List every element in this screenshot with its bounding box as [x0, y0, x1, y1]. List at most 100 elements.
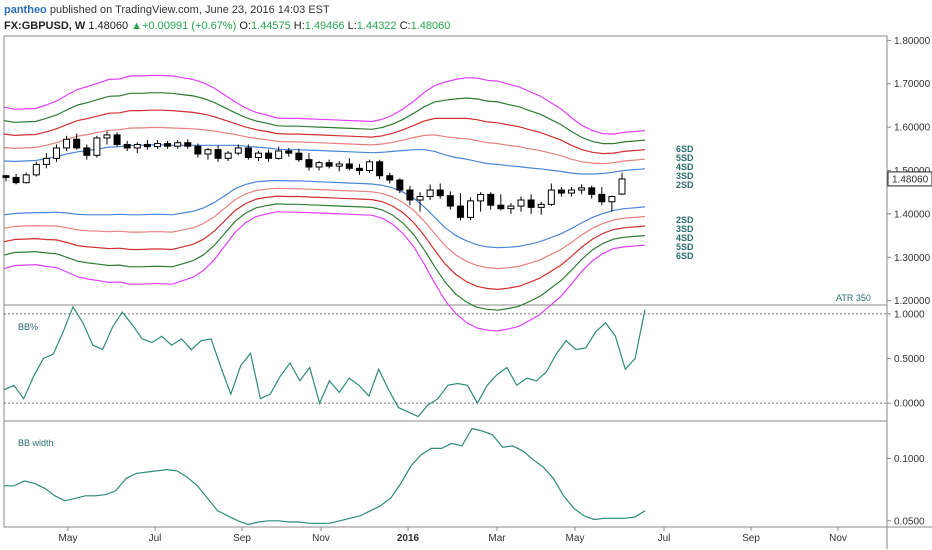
upper-band-label: 6SD	[676, 144, 694, 154]
candle-down	[345, 163, 353, 169]
candle-up	[366, 161, 374, 172]
candle-up	[537, 203, 545, 208]
bbwidth-axis-tick-label: 0.1000	[894, 454, 925, 465]
upper-4sd-band-line	[3, 109, 646, 155]
candle-down	[406, 189, 414, 201]
author-link[interactable]: pantheo	[4, 4, 47, 16]
candle-down	[325, 162, 333, 167]
candle-up	[315, 162, 323, 168]
candle-down	[487, 193, 495, 206]
candle-up	[204, 149, 212, 155]
bbpct-axis-tick-label: 1.0000	[894, 309, 925, 320]
candle-down	[164, 143, 172, 147]
atr-label: ATR 350	[836, 293, 871, 303]
low-label: L:	[347, 20, 357, 32]
candle-up	[234, 147, 242, 154]
open-value: 1.44575	[250, 20, 291, 32]
bbpct-axis-tick-label: 0.5000	[894, 354, 925, 365]
time-axis-tick-label: May	[566, 533, 585, 544]
candle-down	[456, 205, 464, 218]
time-axis-tick-label: 2016	[397, 533, 420, 544]
bbwidth-label: BB width	[18, 438, 54, 448]
lower-6sd-band-line	[3, 211, 646, 332]
upper-band-label: 2SD	[676, 180, 694, 190]
candle-down	[2, 175, 10, 178]
lower-4sd-band-line	[3, 195, 646, 291]
candle-up	[174, 142, 182, 147]
time-axis-tick-label: Nov	[829, 533, 847, 544]
price-axis-tick-label: 1.30000	[894, 253, 931, 264]
candle-up	[254, 152, 262, 158]
candle-down	[83, 147, 91, 156]
price-axis-tick-label: 1.40000	[894, 209, 931, 220]
candle-down	[588, 187, 596, 195]
publish-info: published on TradingView.com, June 23, 2…	[46, 4, 330, 16]
bbwidth-panel-frame	[3, 420, 888, 528]
candle-down	[214, 149, 222, 159]
candle-down	[113, 134, 121, 145]
close-value: 1.48060	[410, 20, 451, 32]
candle-down	[386, 175, 394, 181]
current-price-box	[887, 171, 932, 187]
candle-up	[467, 200, 475, 218]
up-arrow-icon: ▲	[131, 20, 143, 32]
lower-band-label: 4SD	[676, 233, 694, 243]
candle-up	[22, 174, 30, 184]
high-value: 1.49466	[304, 20, 345, 32]
candle-up	[42, 157, 50, 165]
candle-up	[52, 147, 60, 159]
candle-up	[568, 189, 576, 194]
candle-down	[396, 179, 404, 191]
candle-down	[436, 189, 444, 197]
price-axis-tick-label: 1.60000	[894, 123, 931, 134]
candle-up	[608, 196, 616, 203]
upper-2sd-band-line	[3, 144, 646, 175]
candle-down	[497, 204, 505, 210]
candle-up	[275, 150, 283, 159]
candle-up	[426, 189, 434, 198]
candle-down	[184, 142, 192, 147]
candle-up	[335, 163, 343, 167]
candle-down	[376, 161, 384, 177]
symbol-legend: FX:GBPUSD, W 1.48060 ▲+0.00991 (+0.67%) …	[4, 19, 450, 33]
candle-down	[123, 143, 131, 149]
candle-down	[285, 150, 293, 154]
lower-2sd-band-line	[3, 179, 646, 249]
bbpct-label: BB%	[18, 322, 38, 332]
current-price-label: 1.48060	[892, 174, 929, 185]
candle-up	[63, 138, 71, 149]
candle-down	[194, 145, 202, 155]
candle-up	[517, 199, 525, 207]
lower-band-label: 6SD	[676, 251, 694, 261]
candle-down	[527, 199, 535, 208]
candle-up	[103, 134, 111, 139]
candle-down	[305, 159, 313, 168]
upper-band-label: 5SD	[676, 153, 694, 163]
lower-band-label: 2SD	[676, 215, 694, 225]
open-label: O:	[239, 20, 251, 32]
candle-up	[416, 196, 424, 201]
price-change: +0.00991 (+0.67%)	[142, 20, 237, 32]
upper-5sd-band-line	[3, 92, 646, 145]
symbol-name[interactable]: FX:GBPUSD, W	[4, 20, 86, 32]
candle-up	[547, 189, 555, 205]
candle-down	[73, 138, 81, 149]
close-label: C:	[399, 20, 411, 32]
upper-band-label: 4SD	[676, 162, 694, 172]
candle-down	[295, 152, 303, 161]
lower-5sd-band-line	[3, 203, 646, 311]
candle-down	[244, 147, 252, 158]
bbwidth-axis-tick-label: 0.0500	[894, 516, 925, 527]
last-price: 1.48060	[88, 20, 129, 32]
publish-header: pantheo published on TradingView.com, Ju…	[4, 3, 330, 17]
time-axis-tick-label: Mar	[488, 533, 506, 544]
time-axis-tick-label: Sep	[742, 533, 760, 544]
candle-down	[265, 152, 273, 159]
time-axis-tick-label: May	[59, 533, 78, 544]
candle-up	[32, 163, 40, 176]
upper-3sd-band-line	[3, 126, 646, 165]
price-axis-tick-label: 1.70000	[894, 79, 931, 90]
price-axis-tick-label: 1.80000	[894, 36, 931, 47]
lower-band-label: 3SD	[676, 224, 694, 234]
